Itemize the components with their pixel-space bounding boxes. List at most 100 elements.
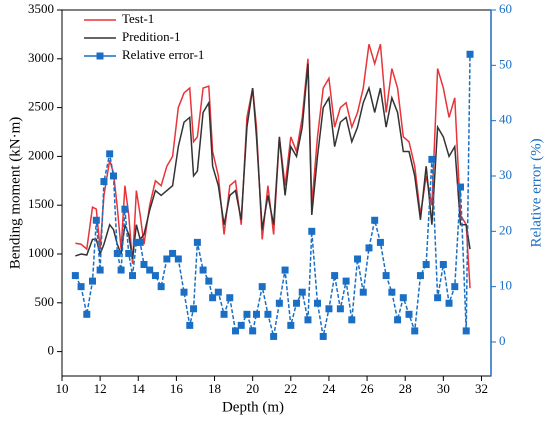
y2-tick-label: 30 <box>499 167 512 182</box>
marker <box>281 266 289 274</box>
marker <box>209 294 217 302</box>
marker <box>287 321 295 329</box>
marker <box>92 216 100 224</box>
marker <box>252 310 260 318</box>
y-tick-label: 0 <box>48 343 55 358</box>
marker <box>308 227 316 235</box>
y2-tick-label: 50 <box>499 56 512 71</box>
marker <box>466 50 474 58</box>
marker <box>157 283 165 291</box>
marker <box>342 277 350 285</box>
marker <box>325 305 333 313</box>
y-tick-label: 500 <box>35 294 55 309</box>
marker <box>117 266 125 274</box>
marker <box>258 283 266 291</box>
y2-tick-label: 20 <box>499 222 512 237</box>
marker <box>336 305 344 313</box>
marker <box>348 316 356 324</box>
marker <box>199 266 207 274</box>
marker <box>237 321 245 329</box>
marker <box>411 327 419 335</box>
x-tick-label: 16 <box>170 381 184 396</box>
marker <box>180 288 188 296</box>
marker <box>331 272 339 280</box>
marker <box>371 216 379 224</box>
legend-label: Relative error-1 <box>122 47 204 62</box>
marker <box>428 155 436 163</box>
x-tick-label: 18 <box>208 381 221 396</box>
series-line <box>74 54 471 337</box>
marker <box>249 327 257 335</box>
marker <box>376 238 384 246</box>
marker <box>399 294 407 302</box>
marker <box>226 294 234 302</box>
marker <box>109 172 117 180</box>
x-tick-label: 26 <box>361 381 375 396</box>
marker <box>190 305 198 313</box>
marker <box>451 283 459 291</box>
marker <box>462 327 470 335</box>
y-axis-label: Bending moment (kN·m) <box>7 117 23 269</box>
marker <box>129 272 137 280</box>
legend-marker <box>96 52 104 60</box>
marker <box>146 266 154 274</box>
x-tick-label: 20 <box>246 381 259 396</box>
y-tick-label: 3500 <box>28 1 54 16</box>
y2-tick-label: 0 <box>499 333 506 348</box>
series-line <box>75 63 471 259</box>
marker <box>439 261 447 269</box>
marker <box>275 299 283 307</box>
marker <box>394 316 402 324</box>
marker <box>365 244 373 252</box>
x-tick-label: 32 <box>475 381 488 396</box>
x-tick-label: 14 <box>132 381 146 396</box>
marker <box>422 261 430 269</box>
marker <box>359 288 367 296</box>
legend-label: Test-1 <box>122 11 154 26</box>
x-tick-label: 28 <box>399 381 412 396</box>
marker <box>89 277 97 285</box>
y-tick-label: 2000 <box>28 147 54 162</box>
y2-tick-label: 10 <box>499 278 512 293</box>
x-tick-label: 12 <box>94 381 107 396</box>
x-tick-label: 24 <box>322 381 336 396</box>
y-tick-label: 3000 <box>28 50 54 65</box>
x-tick-label: 22 <box>284 381 297 396</box>
marker <box>456 183 464 191</box>
marker <box>151 272 159 280</box>
marker <box>354 255 362 263</box>
y2-axis-label: Relative error (%) <box>528 138 544 247</box>
marker <box>71 272 79 280</box>
marker <box>174 255 182 263</box>
marker <box>193 238 201 246</box>
marker <box>319 332 327 340</box>
marker <box>132 238 140 246</box>
marker <box>136 238 144 246</box>
x-tick-label: 10 <box>56 381 69 396</box>
x-tick-label: 30 <box>437 381 450 396</box>
marker <box>77 283 85 291</box>
marker <box>169 249 177 257</box>
marker <box>388 288 396 296</box>
y-tick-label: 1000 <box>28 245 54 260</box>
marker <box>106 150 114 158</box>
marker <box>121 205 129 213</box>
marker <box>96 266 104 274</box>
marker <box>243 310 251 318</box>
marker <box>313 299 321 307</box>
marker <box>100 178 108 186</box>
series-line <box>75 43 471 289</box>
y-tick-label: 2500 <box>28 99 54 114</box>
marker <box>293 299 301 307</box>
legend-label: Predition-1 <box>122 29 181 44</box>
marker <box>416 272 424 280</box>
marker <box>445 299 453 307</box>
marker <box>304 316 312 324</box>
x-axis-label: Depth (m) <box>222 399 284 415</box>
marker <box>140 261 148 269</box>
y2-tick-label: 60 <box>499 1 512 16</box>
marker <box>163 255 171 263</box>
marker <box>232 327 240 335</box>
marker <box>125 249 133 257</box>
